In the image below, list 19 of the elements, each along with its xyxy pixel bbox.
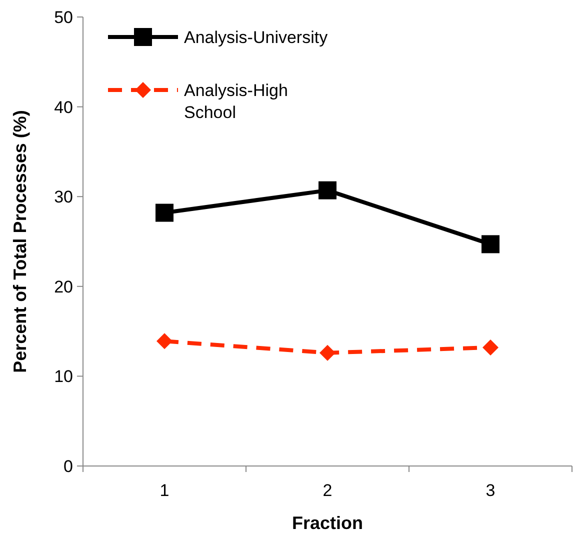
point bbox=[320, 344, 336, 361]
point bbox=[482, 235, 500, 254]
x-tick-label: 2 bbox=[322, 481, 332, 500]
point bbox=[318, 181, 336, 200]
point bbox=[156, 333, 172, 350]
legend-label: Analysis-High School bbox=[184, 80, 288, 122]
x-tick-label: 1 bbox=[160, 481, 170, 500]
point bbox=[482, 339, 498, 356]
y-tick-label: 30 bbox=[54, 188, 73, 207]
y-axis-title: Percent of Total Processes (%) bbox=[10, 110, 30, 373]
point bbox=[156, 204, 174, 222]
x-tick-label: 3 bbox=[486, 481, 496, 500]
x-axis-title: Fraction bbox=[292, 513, 364, 533]
y-tick-label: 50 bbox=[54, 8, 73, 27]
legend-label: Analysis-University bbox=[184, 28, 328, 47]
y-tick-label: 40 bbox=[54, 98, 73, 117]
y-tick-label: 20 bbox=[54, 277, 73, 296]
y-tick-label: 10 bbox=[54, 367, 73, 386]
y-tick-label: 0 bbox=[64, 456, 73, 476]
